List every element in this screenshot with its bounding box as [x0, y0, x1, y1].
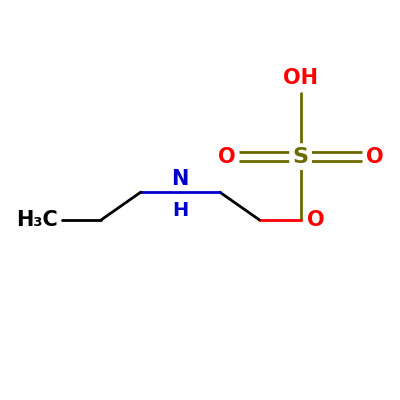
Text: H: H: [172, 201, 188, 220]
Text: O: O: [218, 147, 236, 167]
Text: O: O: [366, 147, 383, 167]
Text: H₃C: H₃C: [16, 210, 58, 230]
Text: OH: OH: [283, 68, 318, 88]
Text: S: S: [292, 147, 308, 167]
Text: N: N: [172, 169, 189, 189]
Text: O: O: [306, 210, 324, 230]
